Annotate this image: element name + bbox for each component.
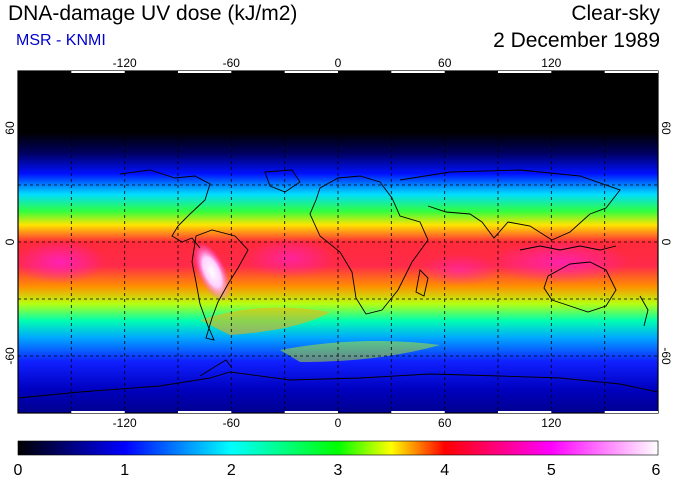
coastlines bbox=[17, 169, 659, 399]
lon-label: 0 bbox=[335, 56, 342, 70]
lat-label: 60 bbox=[659, 121, 673, 135]
coast-greenland bbox=[264, 169, 301, 193]
map-title: DNA-damage UV dose (kJ/m2) bbox=[8, 2, 298, 25]
coast-new-zealand bbox=[639, 295, 649, 327]
coast-australia bbox=[543, 261, 617, 313]
colorbar bbox=[17, 440, 659, 456]
lon-label: -60 bbox=[223, 56, 241, 70]
lon-label: 0 bbox=[335, 416, 342, 430]
colorbar-label: 2 bbox=[227, 462, 236, 479]
lon-label: 60 bbox=[438, 56, 452, 70]
lat-label: -60 bbox=[659, 347, 673, 365]
colorbar-labels: 0 1 2 3 4 5 6 bbox=[14, 462, 661, 479]
condition-label: Clear-sky bbox=[571, 2, 660, 25]
coast-north-america bbox=[119, 169, 211, 249]
lat-labels-left: 60 0 -60 bbox=[3, 121, 17, 365]
lat-label: 60 bbox=[3, 121, 17, 135]
colorbar-label: 3 bbox=[334, 462, 343, 479]
lat-label: 0 bbox=[659, 239, 673, 246]
lon-label: -120 bbox=[113, 416, 137, 430]
lon-label: 60 bbox=[438, 416, 452, 430]
colorbar-label: 0 bbox=[14, 462, 23, 479]
lon-label: -120 bbox=[113, 56, 137, 70]
coast-europe-africa bbox=[309, 175, 429, 315]
colorbar-label: 4 bbox=[440, 462, 449, 479]
graticule bbox=[18, 71, 658, 413]
lon-label: 120 bbox=[541, 416, 561, 430]
lon-label: 120 bbox=[541, 56, 561, 70]
coast-indonesia bbox=[519, 245, 617, 251]
coast-madagascar bbox=[415, 269, 429, 297]
lon-labels-top: -120 -60 0 60 120 bbox=[113, 56, 562, 70]
colorbar-label: 6 bbox=[652, 462, 661, 479]
lat-label: -60 bbox=[3, 347, 17, 365]
coast-antarctic-peninsula bbox=[199, 359, 233, 377]
frame-ticks bbox=[71, 71, 658, 413]
lon-labels-bottom: -120 -60 0 60 120 bbox=[113, 416, 562, 430]
lat-labels-right: 60 0 -60 bbox=[659, 121, 673, 365]
coast-asia bbox=[399, 169, 621, 241]
date-label: 2 December 1989 bbox=[493, 29, 660, 52]
lon-label: -60 bbox=[223, 416, 241, 430]
coast-south-america bbox=[191, 229, 249, 341]
coast-antarctica bbox=[17, 371, 659, 399]
colorbar-label: 1 bbox=[120, 462, 129, 479]
source-label: MSR - KNMI bbox=[16, 32, 106, 49]
colorbar-label: 5 bbox=[547, 462, 556, 479]
lat-label: 0 bbox=[3, 238, 17, 245]
